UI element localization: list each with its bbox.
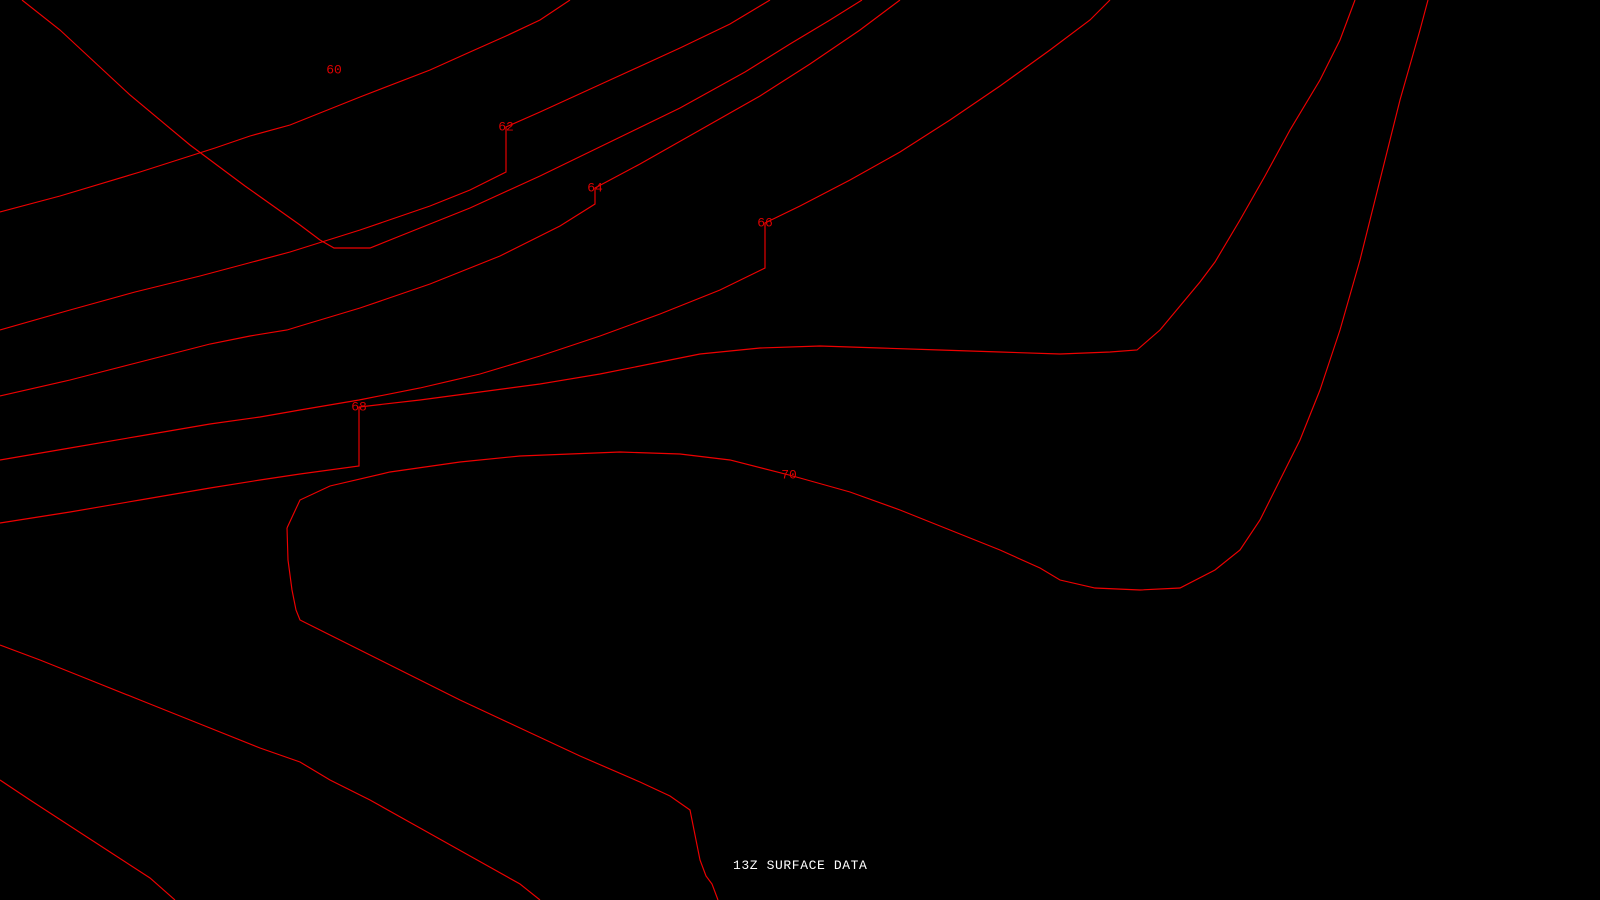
contour-line-62b (0, 0, 771, 331)
contour-line-64 (0, 0, 901, 397)
contour-label-66: 66 (757, 215, 773, 231)
contour-line-68 (0, 0, 1356, 524)
contour-line-62 (0, 0, 571, 213)
contour-label-62: 62 (498, 119, 514, 135)
status-bar-text: 13Z SURFACE DATA (733, 858, 868, 873)
contour-line-70 (286, 0, 1429, 591)
contour-label-68: 68 (351, 399, 367, 415)
contour-line-70b (286, 527, 719, 900)
contour-line-60 (21, 0, 863, 249)
contour-label-64: 64 (587, 180, 603, 196)
contour-line-74 (0, 779, 176, 900)
contour-line-66 (0, 0, 1111, 461)
contour-label-70: 70 (781, 467, 797, 483)
contour-line-72 (0, 644, 541, 900)
contour-label-60: 60 (326, 62, 342, 78)
